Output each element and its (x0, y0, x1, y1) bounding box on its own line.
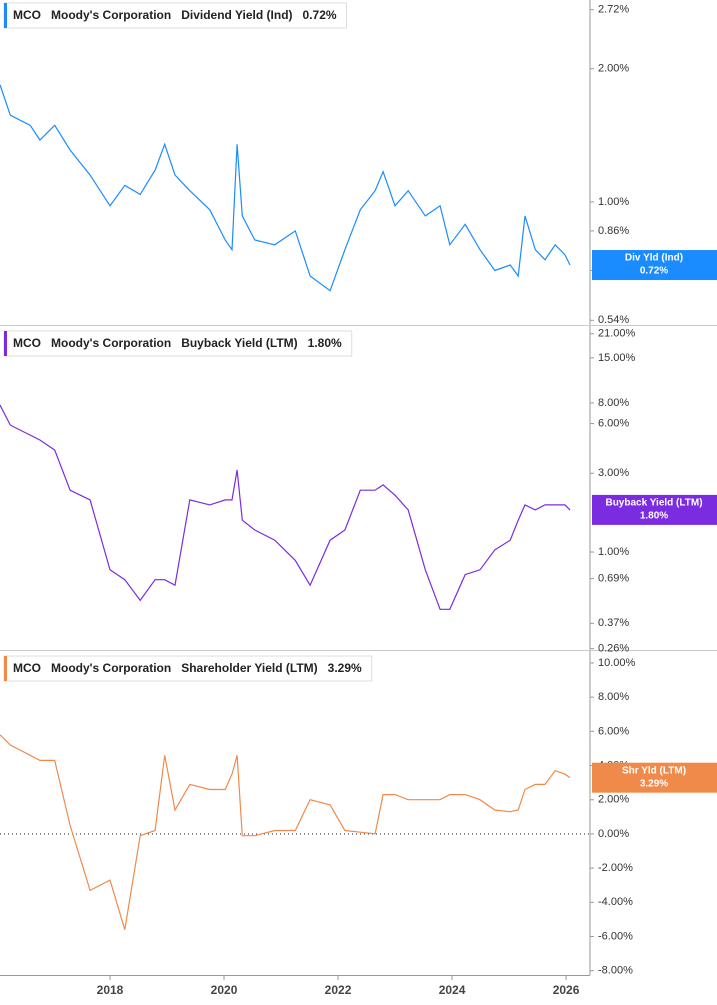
y-tick-label: 0.86% (598, 225, 629, 237)
legend-swatch (4, 331, 7, 356)
value-badge (592, 494, 717, 525)
y-tick-label: 0.26% (598, 643, 629, 655)
y-tick-label: -4.00% (598, 896, 633, 908)
legend-metric: Shareholder Yield (LTM) (181, 661, 317, 675)
legend-ticker: MCO (13, 661, 41, 675)
badge-name: Buyback Yield (LTM) (605, 498, 702, 509)
y-tick-label: 2.00% (598, 794, 629, 806)
y-tick-label: -2.00% (598, 862, 633, 874)
y-tick-label: 10.00% (598, 657, 636, 669)
legend-latest-label: 1.80% (308, 336, 342, 350)
badge-value: 0.72% (640, 266, 668, 277)
y-tick-label: 0.69% (598, 573, 629, 585)
data-line (0, 404, 571, 610)
badge-name: Shr Yld (LTM) (622, 765, 686, 776)
y-tick-label: 1.00% (598, 546, 629, 558)
legend-swatch (4, 656, 7, 681)
y-tick-label: 8.00% (598, 691, 629, 703)
legend-latest-label: 0.72% (303, 8, 337, 22)
y-tick-label: 15.00% (598, 352, 636, 364)
x-tick-label: 2026 (553, 983, 580, 997)
badge-value: 3.29% (640, 778, 668, 789)
y-tick-label: 8.00% (598, 397, 629, 409)
y-tick-label: 6.00% (598, 725, 629, 737)
value-badge (592, 250, 717, 281)
y-tick-label: 21.00% (598, 328, 636, 340)
y-tick-label: 6.00% (598, 417, 629, 429)
x-tick-label: 2022 (325, 983, 352, 997)
legend-box (3, 330, 353, 357)
y-tick-label: -6.00% (598, 930, 633, 942)
y-tick-label: 0.37% (598, 617, 629, 629)
x-tick-label: 2018 (97, 983, 124, 997)
y-tick-label: 1.00% (598, 196, 629, 208)
y-tick-label: 0.54% (598, 314, 629, 326)
data-line (0, 84, 571, 292)
y-tick-label: 2.72% (598, 4, 629, 16)
legend-company: Moody's Corporation (51, 8, 171, 22)
badge-name: Div Yld (Ind) (625, 253, 683, 264)
x-tick-label: 2020 (211, 983, 238, 997)
data-line (0, 734, 571, 930)
y-tick-label: 2.00% (598, 63, 629, 75)
y-tick-label: 0.00% (598, 828, 629, 840)
y-tick-label: 3.00% (598, 467, 629, 479)
value-badge (592, 762, 717, 793)
y-tick-label: -8.00% (598, 965, 633, 977)
legend-ticker: MCO (13, 8, 41, 22)
legend-metric: Buyback Yield (LTM) (181, 336, 297, 350)
badge-value: 1.80% (640, 511, 668, 522)
legend-ticker: MCO (13, 336, 41, 350)
legend-latest-label: 3.29% (328, 661, 362, 675)
legend-box (3, 2, 348, 29)
legend-swatch (4, 3, 7, 28)
legend-company: Moody's Corporation (51, 661, 171, 675)
x-tick-label: 2024 (439, 983, 466, 997)
legend-metric: Dividend Yield (Ind) (181, 8, 292, 22)
legend-box (3, 655, 373, 682)
legend-company: Moody's Corporation (51, 336, 171, 350)
